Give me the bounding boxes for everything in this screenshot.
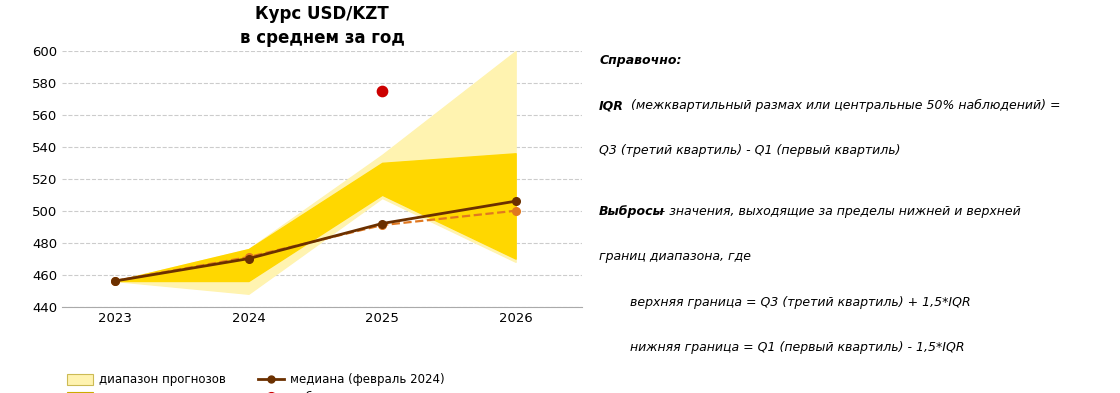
Text: Q3 (третий квартиль) - Q1 (первый квартиль): Q3 (третий квартиль) - Q1 (первый кварти… [599, 145, 900, 158]
Point [373, 88, 391, 94]
Text: Справочно:: Справочно: [599, 54, 682, 67]
Text: IQR: IQR [599, 99, 624, 112]
Text: верхняя граница = Q3 (третий квартиль) + 1,5*IQR: верхняя граница = Q3 (третий квартиль) +… [629, 296, 970, 309]
Text: Выбросы: Выбросы [599, 205, 665, 218]
Title: Курс USD/KZT
в среднем за год: Курс USD/KZT в среднем за год [240, 5, 404, 47]
Text: границ диапазона, где: границ диапазона, где [599, 250, 752, 263]
Text: (межквартильный размах или центральные 50% наблюдений) =: (межквартильный размах или центральные 5… [631, 99, 1061, 112]
Legend: диапазон прогнозов, IQR, медиана (январь 2024), медиана (февраль 2024), выбросы: диапазон прогнозов, IQR, медиана (январь… [63, 369, 449, 393]
Text: нижняя граница = Q1 (первый квартиль) - 1,5*IQR: нижняя граница = Q1 (первый квартиль) - … [629, 341, 964, 354]
Text: – значения, выходящие за пределы нижней и верхней: – значения, выходящие за пределы нижней … [660, 205, 1021, 218]
